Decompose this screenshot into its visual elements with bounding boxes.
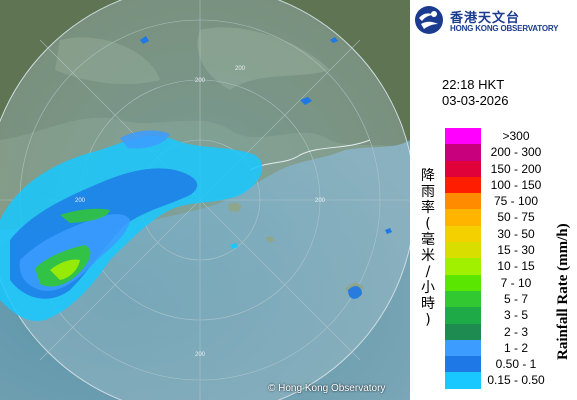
copyright-notice: © Hong Kong Observatory xyxy=(268,383,386,394)
legend-swatch xyxy=(445,144,481,161)
legend-label: 5 - 7 xyxy=(503,291,528,306)
legend-swatch xyxy=(445,323,481,340)
legend-label: 3 - 5 xyxy=(503,308,528,323)
legend-swatch xyxy=(445,242,481,259)
legend-swatch xyxy=(445,209,481,226)
legend-title-en: Rainfall Rate (mm/h) xyxy=(555,223,571,360)
legend-label: 10 - 15 xyxy=(497,259,535,274)
legend-swatch xyxy=(445,372,481,389)
legend-title-cn-char: ) xyxy=(425,312,431,328)
radar-map: 200 200 200 200 200 © Hong Kong Observat… xyxy=(0,0,410,400)
coastline xyxy=(249,139,371,171)
legend-title-cn-char: / xyxy=(425,264,431,280)
legend-swatch xyxy=(445,290,481,308)
legend-label: 50 - 75 xyxy=(497,210,535,225)
legend-title-cn-char: 率 xyxy=(421,200,435,216)
ring-label: 200 xyxy=(195,352,206,358)
logo-name-en: HONG KONG OBSERVATORY xyxy=(450,24,559,33)
ring-label: 200 xyxy=(235,66,246,72)
legend-swatch xyxy=(445,193,481,210)
legend-swatch xyxy=(445,225,481,243)
legend-label: 30 - 50 xyxy=(497,226,535,241)
ring-label: 200 xyxy=(75,198,86,204)
legend-label: 15 - 30 xyxy=(497,243,535,258)
legend-swatch xyxy=(445,356,481,373)
legend-swatch xyxy=(445,339,481,357)
legend-swatch xyxy=(445,307,481,324)
hko-logo: 香港天文台 HONG KONG OBSERVATORY xyxy=(414,5,574,37)
rain-echoes xyxy=(0,36,392,321)
legend-swatch xyxy=(445,160,481,177)
legend-label: >300 xyxy=(502,129,530,143)
legend-swatch xyxy=(445,274,481,291)
legend-swatch xyxy=(445,258,481,275)
radar-date: 03-03-2026 xyxy=(442,93,509,108)
legend-title-cn-char: 雨 xyxy=(421,184,435,200)
legend-title-cn: 降雨率(毫米 / 小時) xyxy=(418,168,438,378)
legend-label: 150 - 200 xyxy=(490,161,542,176)
legend-label: 2 - 3 xyxy=(503,324,528,339)
island xyxy=(265,236,275,243)
legend-title-cn-char: ( xyxy=(425,216,431,232)
legend-label: 0.50 - 1 xyxy=(495,357,537,372)
legend-title-cn-char: 降 xyxy=(421,168,435,184)
legend-title-cn-char: 時 xyxy=(421,296,435,312)
legend-label: 75 - 100 xyxy=(493,194,539,209)
legend-label: 200 - 300 xyxy=(490,145,542,160)
radar-map-svg: 200 200 200 200 200 xyxy=(0,0,410,400)
legend-title-cn-char: 毫 xyxy=(421,232,435,248)
ring-label: 200 xyxy=(195,78,206,84)
legend-label: 1 - 2 xyxy=(503,340,528,355)
radar-time: 22:18 HKT xyxy=(442,77,505,92)
legend-label: 0.15 - 0.50 xyxy=(487,373,545,388)
hko-logo-icon xyxy=(415,6,443,34)
legend-label: 7 - 10 xyxy=(500,275,532,290)
legend-label: 100 - 150 xyxy=(490,177,542,192)
ring-label: 200 xyxy=(315,198,326,204)
logo-name-cn: 香港天文台 xyxy=(450,11,521,26)
legend-title-cn-char: 小 xyxy=(421,280,435,296)
legend-panel: 香港天文台 HONG KONG OBSERVATORY 22:18 HKT 03… xyxy=(410,0,577,400)
island xyxy=(228,202,242,212)
legend-title-cn-char: 米 xyxy=(421,248,435,264)
legend-swatch xyxy=(445,128,481,145)
legend-swatch xyxy=(445,176,481,194)
